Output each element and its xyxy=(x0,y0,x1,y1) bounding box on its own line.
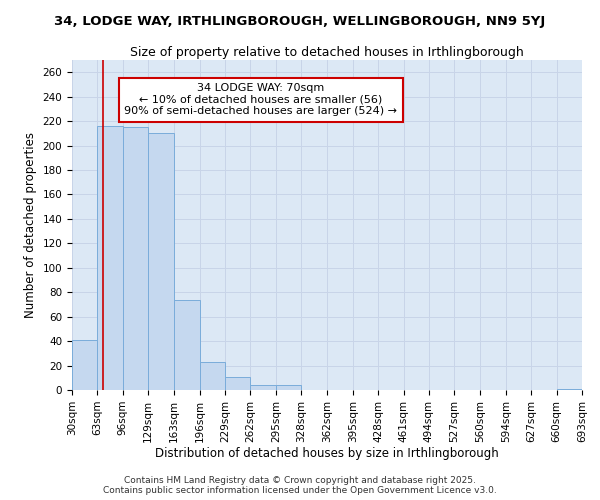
Text: 34 LODGE WAY: 70sqm
← 10% of detached houses are smaller (56)
90% of semi-detach: 34 LODGE WAY: 70sqm ← 10% of detached ho… xyxy=(124,83,397,116)
Text: 34, LODGE WAY, IRTHLINGBOROUGH, WELLINGBOROUGH, NN9 5YJ: 34, LODGE WAY, IRTHLINGBOROUGH, WELLINGB… xyxy=(55,15,545,28)
Bar xyxy=(557,389,582,390)
Bar xyxy=(200,362,225,390)
Bar xyxy=(123,127,148,390)
Bar xyxy=(276,385,301,390)
Bar xyxy=(148,134,175,390)
Title: Size of property relative to detached houses in Irthlingborough: Size of property relative to detached ho… xyxy=(130,46,524,59)
Bar xyxy=(250,385,276,390)
Bar xyxy=(225,376,250,390)
Bar xyxy=(175,300,200,390)
Bar xyxy=(72,340,97,390)
Y-axis label: Number of detached properties: Number of detached properties xyxy=(24,132,37,318)
Bar xyxy=(97,126,123,390)
Text: Contains HM Land Registry data © Crown copyright and database right 2025.
Contai: Contains HM Land Registry data © Crown c… xyxy=(103,476,497,495)
X-axis label: Distribution of detached houses by size in Irthlingborough: Distribution of detached houses by size … xyxy=(155,448,499,460)
